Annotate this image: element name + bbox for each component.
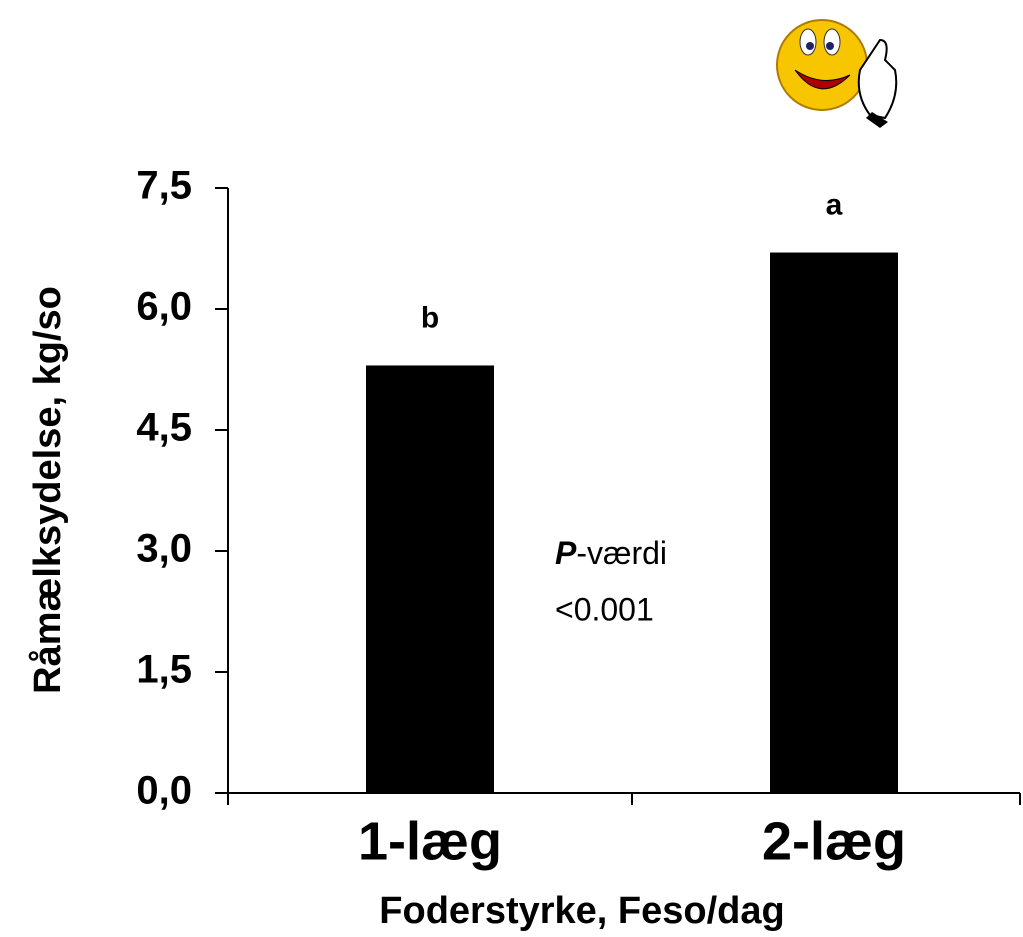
y-tick-label: 1,5 [136,648,192,692]
x-axis-title: Foderstyrke, Feso/dag [379,890,784,932]
y-tick-label: 0,0 [136,769,192,813]
y-tick-label: 3,0 [136,527,192,571]
significance-letter: a [826,188,843,221]
bar [770,253,898,793]
chart: Råmælksydelse, kg/so Foderstyrke, Feso/d… [0,0,1023,937]
y-tick-label: 4,5 [136,406,192,450]
p-value: <0.001 [555,591,654,627]
p-word: -værdi [576,535,667,571]
smiley-icon [777,20,896,128]
significance-letter: b [421,301,439,334]
bar [366,365,494,793]
p-symbol: P [555,535,577,571]
y-tick-label: 7,5 [136,164,192,208]
x-tick-label: 2-læg [762,811,906,871]
y-tick-label: 6,0 [136,285,192,329]
x-tick-label: 1-læg [358,811,502,871]
y-axis-title: Råmælksydelse, kg/so [27,286,69,694]
p-value-label: P-værdi [555,535,667,571]
